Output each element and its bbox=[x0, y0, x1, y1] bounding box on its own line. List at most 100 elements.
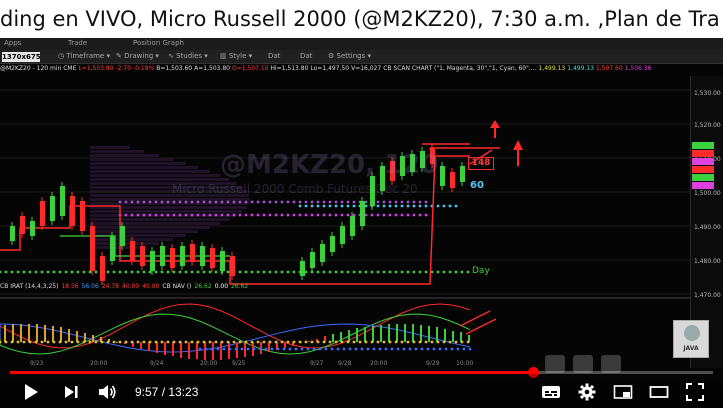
settings-button[interactable]: ⚙ Settings ▾ bbox=[328, 52, 371, 60]
day-level-dot bbox=[418, 270, 422, 274]
zero-line-dot bbox=[454, 340, 458, 344]
annotation-arrow-head bbox=[490, 120, 500, 128]
nav-dot bbox=[390, 347, 394, 351]
candle-body bbox=[60, 186, 65, 216]
tab-apps[interactable]: Apps bbox=[4, 39, 22, 47]
level-30-dot bbox=[238, 213, 242, 217]
level-60-dot bbox=[424, 204, 428, 208]
level-30-dot bbox=[232, 213, 236, 217]
level-60-dot bbox=[436, 204, 440, 208]
day-level-dot bbox=[214, 270, 218, 274]
next-icon[interactable] bbox=[60, 382, 82, 402]
day-level-dot bbox=[94, 270, 98, 274]
level-60-dot bbox=[334, 204, 338, 208]
drawing-button[interactable]: ✎ Drawing ▾ bbox=[116, 52, 159, 60]
day-level-dot bbox=[322, 270, 326, 274]
histogram-bar bbox=[84, 333, 86, 342]
candle-body bbox=[130, 241, 135, 261]
histogram-bar bbox=[76, 331, 78, 342]
level-30-dot bbox=[388, 213, 392, 217]
price-tick-label: 1,500.00 bbox=[694, 190, 721, 197]
time-tick-label: 9/25 bbox=[232, 360, 246, 367]
zero-line-dot bbox=[28, 340, 32, 344]
price-tag bbox=[692, 166, 714, 173]
phone-icon[interactable] bbox=[545, 355, 565, 373]
quote-field-1: L=1,503.80 bbox=[78, 65, 114, 72]
nav-dot bbox=[450, 347, 454, 351]
lightbulb-icon[interactable] bbox=[601, 355, 621, 373]
indicator-value-1: 18.56 bbox=[61, 283, 79, 290]
fullscreen-icon[interactable] bbox=[684, 382, 706, 402]
zero-line-dot bbox=[88, 340, 92, 344]
price-tag bbox=[692, 174, 714, 181]
nav-dot bbox=[438, 347, 442, 351]
symbol-size-box: 1370x675 bbox=[2, 52, 41, 62]
level-30-dot bbox=[346, 213, 350, 217]
level-30-dot bbox=[142, 213, 146, 217]
volume-profile-bar bbox=[90, 222, 220, 225]
tab-position-graph[interactable]: Position Graph bbox=[133, 39, 184, 47]
day-level-dot bbox=[244, 270, 248, 274]
level-dot bbox=[400, 200, 404, 204]
zero-line-dot bbox=[208, 340, 212, 344]
pencil-icon[interactable] bbox=[573, 355, 593, 373]
dat-button-2[interactable]: Dat bbox=[300, 52, 313, 60]
histogram-bar bbox=[44, 325, 46, 342]
histogram-bar bbox=[388, 324, 390, 342]
level-30-dot bbox=[412, 213, 416, 217]
zero-line-dot bbox=[4, 340, 8, 344]
time-tick-label: 9/27 bbox=[310, 360, 324, 367]
nav-dot bbox=[306, 347, 310, 351]
nav-dot bbox=[252, 347, 256, 351]
level-60-dot bbox=[388, 204, 392, 208]
quote-field-2: -2.70 bbox=[115, 65, 132, 72]
nav-dot bbox=[312, 347, 316, 351]
level-60-dot bbox=[376, 204, 380, 208]
miniplayer-icon[interactable] bbox=[612, 382, 634, 402]
level-30-dot bbox=[424, 213, 428, 217]
level-dot bbox=[256, 200, 260, 204]
progress-scrubber[interactable] bbox=[528, 367, 540, 378]
dat-button-1[interactable]: Dat bbox=[268, 52, 281, 60]
zero-line-dot bbox=[118, 340, 122, 344]
level-dot bbox=[124, 200, 128, 204]
zero-line-dot bbox=[460, 340, 464, 344]
zero-line-dot bbox=[130, 340, 134, 344]
histogram-bar bbox=[172, 342, 174, 356]
tab-trade[interactable]: Trade bbox=[68, 39, 88, 47]
play-icon[interactable] bbox=[20, 382, 42, 402]
price-chart[interactable] bbox=[0, 76, 690, 368]
zero-line-dot bbox=[106, 340, 110, 344]
studies-button[interactable]: ∿ Studies ▾ bbox=[168, 52, 208, 60]
day-level-dot bbox=[352, 270, 356, 274]
day-level-dot bbox=[424, 270, 428, 274]
level-dot bbox=[376, 200, 380, 204]
nav-dot bbox=[354, 347, 358, 351]
zero-line-dot bbox=[286, 340, 290, 344]
subtitles-icon[interactable] bbox=[540, 382, 562, 402]
level-dot bbox=[220, 200, 224, 204]
zero-line-dot bbox=[376, 340, 380, 344]
settings-gear-icon[interactable] bbox=[576, 382, 598, 402]
zero-line-dot bbox=[394, 340, 398, 344]
style-button[interactable]: ▥ Style ▾ bbox=[220, 52, 253, 60]
day-level-dot bbox=[136, 270, 140, 274]
zero-line-dot bbox=[154, 340, 158, 344]
day-level-dot bbox=[448, 270, 452, 274]
day-level-dot bbox=[142, 270, 146, 274]
timeframe-button[interactable]: ◷ Timeframe ▾ bbox=[58, 52, 110, 60]
level-30-dot bbox=[298, 213, 302, 217]
candle-body bbox=[440, 166, 445, 186]
level-30-dot bbox=[190, 213, 194, 217]
day-level-dot bbox=[208, 270, 212, 274]
volume-icon[interactable] bbox=[96, 382, 118, 402]
quote-field-14: 1,506.36 bbox=[624, 65, 652, 72]
candle-body bbox=[90, 226, 95, 271]
theater-icon[interactable] bbox=[648, 382, 670, 402]
progress-bar[interactable] bbox=[10, 367, 713, 378]
histogram-bar bbox=[28, 324, 30, 342]
candle-body bbox=[230, 256, 235, 276]
time-axis: 9/23 20:00 9/24 20:00 9/25 9/27 9/28 20:00 9/29 1… bbox=[0, 360, 690, 370]
day-level-dot bbox=[34, 270, 38, 274]
